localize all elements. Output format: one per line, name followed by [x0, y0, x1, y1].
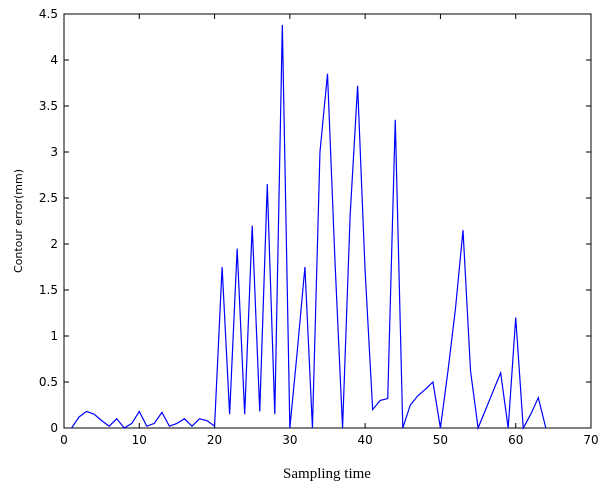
y-tick-label: 4: [50, 53, 58, 67]
series-line: [71, 25, 547, 431]
x-tick-label: 20: [207, 433, 222, 447]
y-axis-label: Contour error(mm): [12, 169, 25, 273]
y-tick-label: 0.5: [39, 375, 58, 389]
x-tick-label: 30: [282, 433, 297, 447]
x-tick-label: 10: [132, 433, 147, 447]
x-axis-label: Sampling time: [283, 466, 371, 482]
x-tick-label: 50: [433, 433, 448, 447]
y-tick-label: 0: [50, 421, 58, 435]
y-tick-label: 3: [50, 145, 58, 159]
x-tick-label: 40: [358, 433, 373, 447]
y-tick-label: 1.5: [39, 283, 58, 297]
x-tick-label: 0: [60, 433, 68, 447]
y-tick-label: 2: [50, 237, 58, 251]
x-tick-label: 70: [583, 433, 598, 447]
y-tick-label: 3.5: [39, 99, 58, 113]
y-tick-label: 1: [50, 329, 58, 343]
axis-tick-labels: 0 10 20 30 40 50 60 70 0 0.5 1 1.5 2 2.5 3 3.5 4 4.5: [39, 7, 599, 447]
x-tick-label: 60: [508, 433, 523, 447]
y-tick-label: 4.5: [39, 7, 58, 21]
y-tick-label: 2.5: [39, 191, 58, 205]
